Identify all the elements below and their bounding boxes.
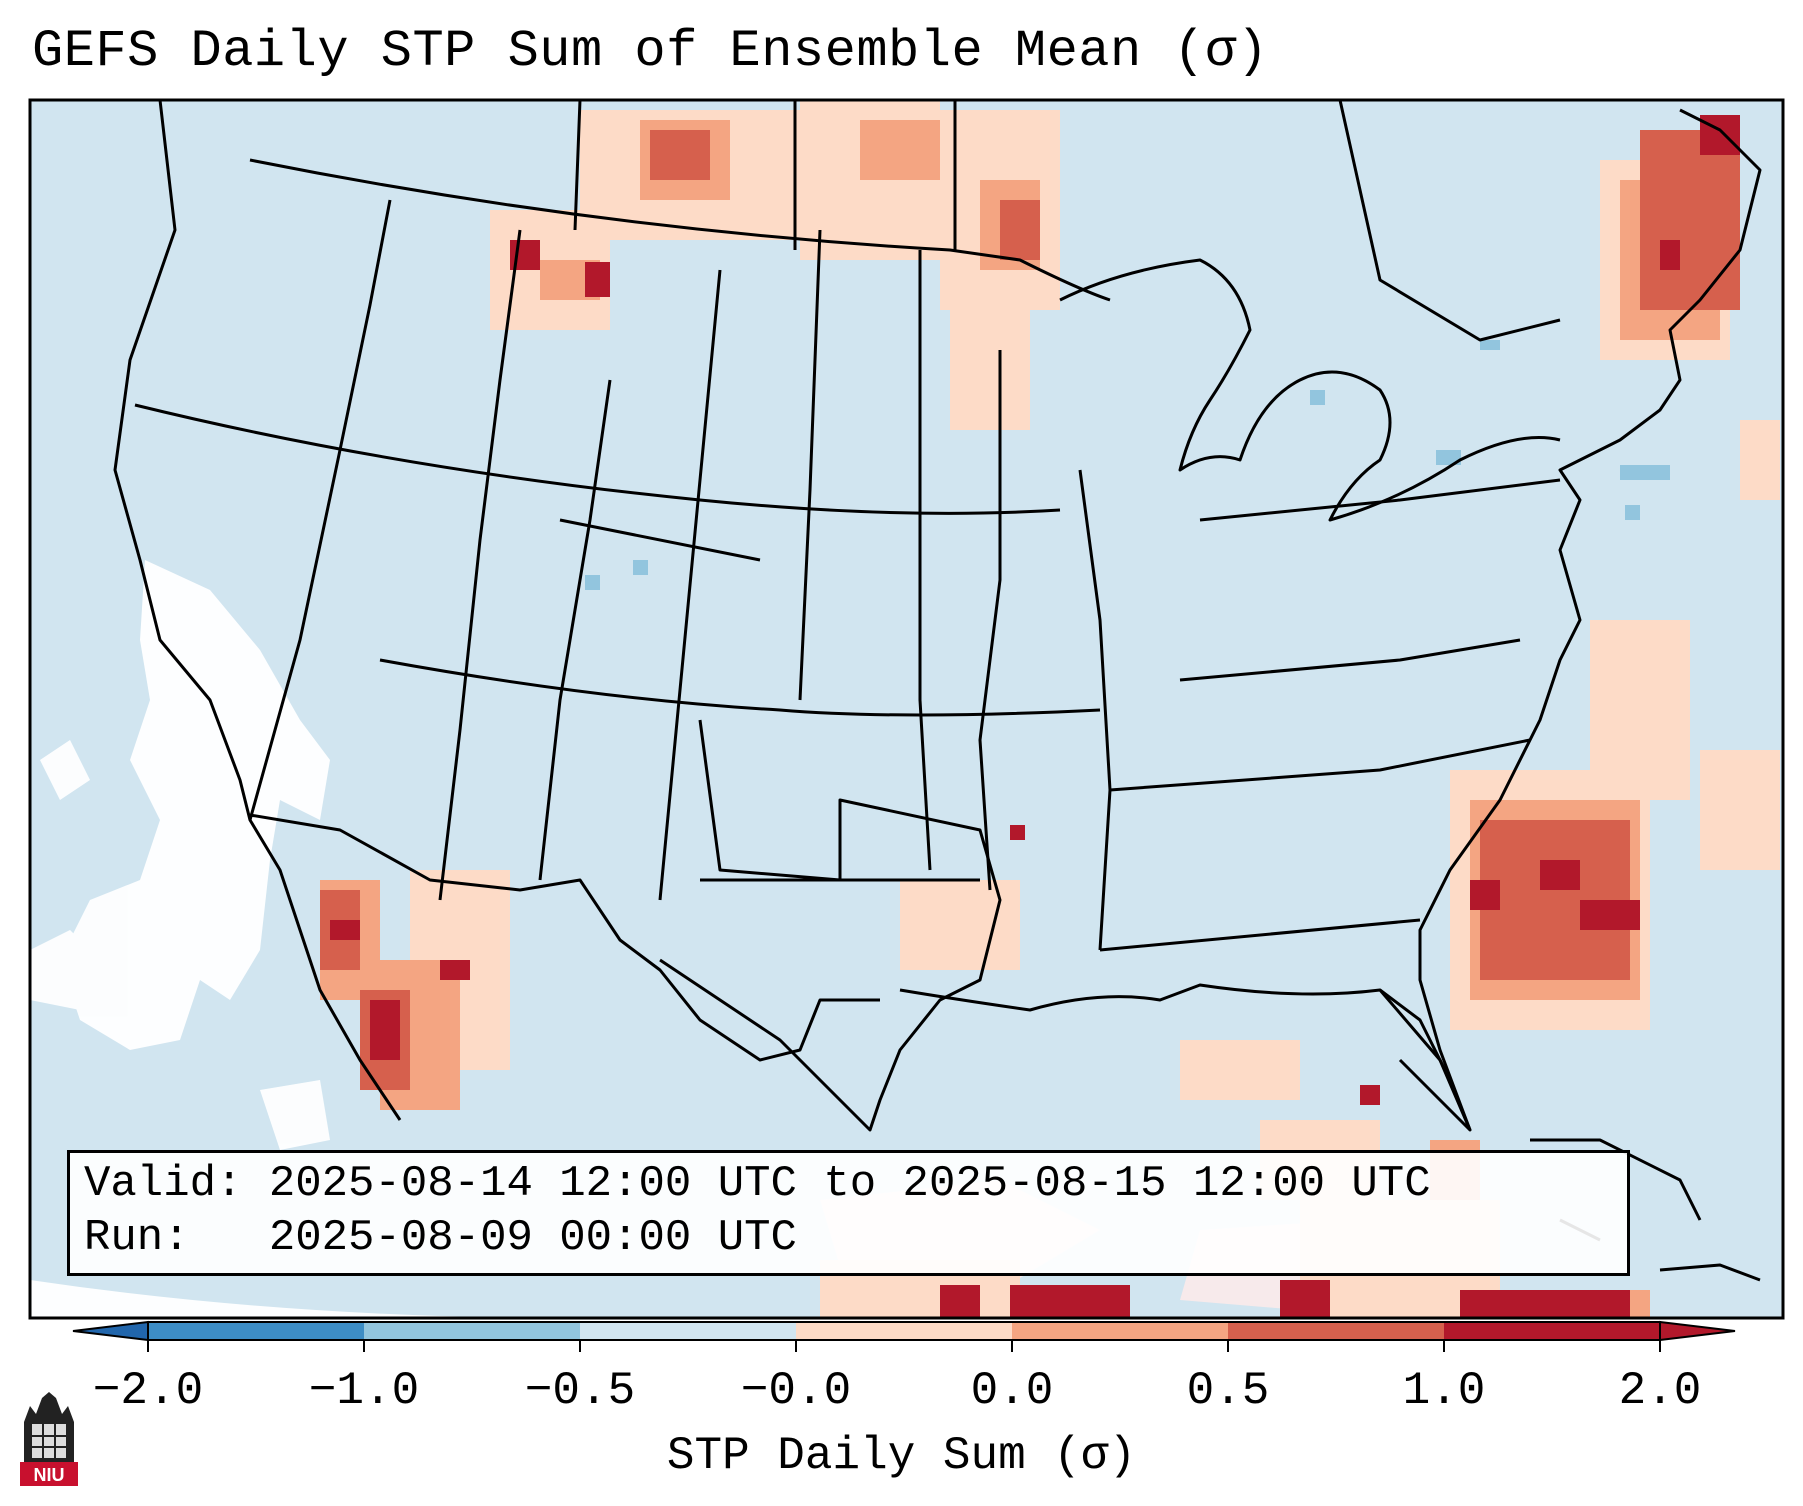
- colorbar-tick-label: −0.0: [740, 1365, 852, 1417]
- negative-cells: [585, 340, 1670, 590]
- logo-text: NIU: [34, 1465, 65, 1485]
- colorbar-segment: [580, 1322, 796, 1340]
- colorbar-tick-label: 0.5: [1186, 1365, 1270, 1417]
- colorbar-segment: [1228, 1322, 1444, 1340]
- colorbar-tick-label: 2.0: [1618, 1365, 1702, 1417]
- colorbar-tick-label: −0.5: [524, 1365, 636, 1417]
- valid-time-box: Valid: 2025-08-14 12:00 UTC to 2025-08-1…: [67, 1150, 1630, 1276]
- colorbar-segment: [364, 1322, 580, 1340]
- state-lines-central: [798, 229, 1112, 951]
- map-borders: [113, 100, 1762, 1282]
- map-frame: [28, 98, 1785, 1320]
- colorbar-segment: [1012, 1322, 1228, 1340]
- anomaly-cells-extreme: [330, 115, 1740, 1318]
- colorbar-extend-low: [72, 1320, 149, 1342]
- texas-outline: [659, 719, 1002, 1132]
- colorbar-tick-label: 0.0: [970, 1365, 1054, 1417]
- colorbar-segment: [1444, 1322, 1660, 1340]
- valid-line: Valid: 2025-08-14 12:00 UTC to 2025-08-1…: [84, 1159, 1431, 1209]
- run-line: Run: 2025-08-09 00:00 UTC: [84, 1213, 797, 1263]
- west-coast: [113, 100, 402, 1121]
- colorbar-segment: [796, 1322, 1012, 1340]
- niu-logo: NIU: [20, 1392, 78, 1486]
- florida: [1379, 988, 1472, 1132]
- colorbar-tick-label: 1.0: [1402, 1365, 1486, 1417]
- chart-title: GEFS Daily STP Sum of Ensemble Mean (σ): [32, 22, 1269, 81]
- colorbar-extend-high: [1659, 1320, 1736, 1342]
- anomaly-cells-high: [320, 130, 1740, 1090]
- mexico-border: [249, 813, 880, 1062]
- colorbar-tick-label: −1.0: [308, 1365, 420, 1417]
- colorbar-tick-label: −2.0: [92, 1365, 204, 1417]
- colorbar-segment: [148, 1322, 364, 1340]
- us-canada-border: [249, 158, 1111, 302]
- neutral-region-pacific: [30, 560, 600, 1318]
- east-coast: [1418, 108, 1762, 1131]
- canada-lines: [573, 100, 1561, 342]
- colorbar-label: STP Daily Sum (σ): [666, 1430, 1137, 1482]
- gulf-coast: [899, 983, 1472, 1131]
